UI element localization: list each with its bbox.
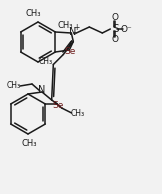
Text: Se: Se bbox=[65, 47, 76, 55]
Text: CH₃: CH₃ bbox=[21, 139, 37, 147]
Text: CH₃: CH₃ bbox=[25, 10, 41, 18]
Text: Se: Se bbox=[53, 101, 64, 111]
Text: CH₃: CH₃ bbox=[38, 57, 52, 66]
Text: S: S bbox=[112, 24, 119, 34]
Text: O: O bbox=[112, 14, 119, 23]
Text: O⁻: O⁻ bbox=[120, 24, 132, 34]
Text: +: + bbox=[73, 23, 80, 33]
Text: CH₃: CH₃ bbox=[58, 21, 73, 29]
Text: N: N bbox=[38, 85, 46, 95]
Text: N: N bbox=[69, 27, 76, 37]
Text: CH₃: CH₃ bbox=[71, 108, 85, 118]
Text: CH₃: CH₃ bbox=[7, 81, 21, 89]
Text: O: O bbox=[112, 36, 119, 44]
